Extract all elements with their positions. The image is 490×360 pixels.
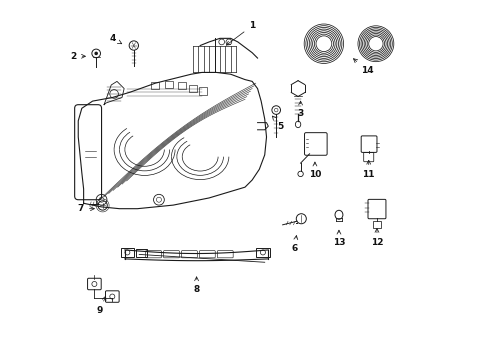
Bar	[256, 248, 270, 257]
Text: 5: 5	[272, 116, 284, 131]
Bar	[199, 87, 207, 95]
Text: 9: 9	[97, 296, 106, 315]
Bar	[373, 221, 381, 228]
Text: 2: 2	[71, 52, 85, 61]
Bar	[122, 248, 134, 257]
Bar	[151, 82, 159, 89]
Text: 11: 11	[363, 160, 375, 179]
Text: 3: 3	[297, 101, 304, 118]
Text: 1: 1	[226, 21, 255, 45]
Text: 10: 10	[309, 162, 321, 179]
Text: 13: 13	[333, 230, 345, 247]
Text: 6: 6	[292, 235, 298, 253]
Text: 8: 8	[194, 277, 200, 294]
Bar	[189, 85, 196, 92]
Text: 14: 14	[353, 59, 373, 75]
Circle shape	[95, 52, 97, 54]
Text: 12: 12	[371, 229, 383, 247]
Bar	[178, 82, 186, 89]
Bar	[166, 81, 173, 88]
Bar	[136, 249, 147, 257]
Text: 4: 4	[109, 34, 122, 44]
Text: 7: 7	[77, 204, 95, 213]
